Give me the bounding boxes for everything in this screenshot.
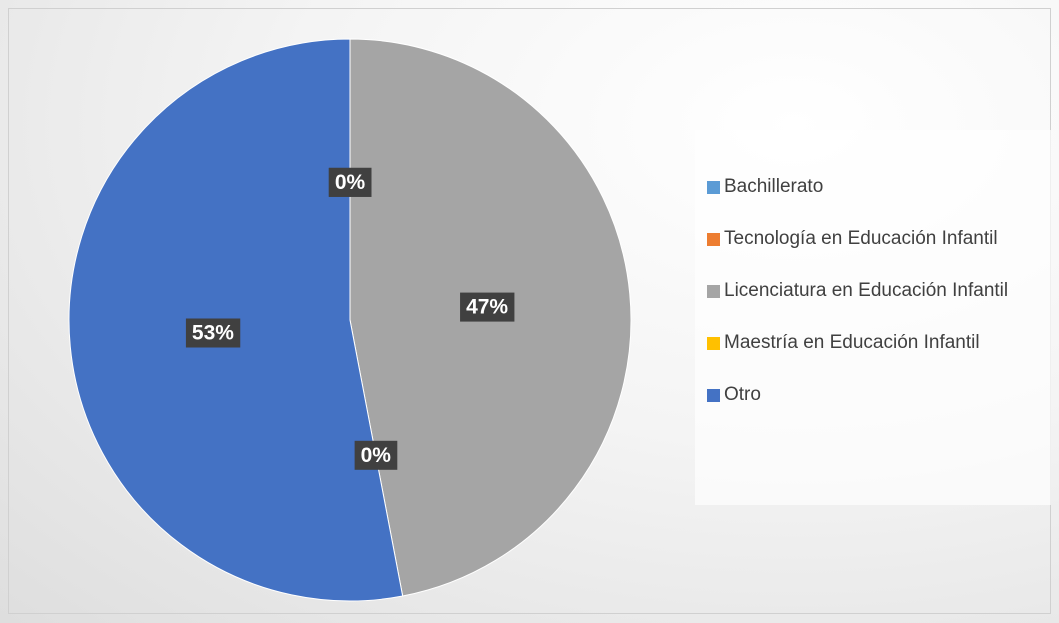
legend-item: Tecnología en Educación Infantil [707, 224, 1051, 254]
legend-item: Licenciatura en Educación Infantil [707, 276, 1051, 306]
legend-label: Otro [724, 384, 761, 405]
legend-swatch [707, 233, 720, 246]
legend-item: Maestría en Educación Infantil [707, 328, 1051, 358]
legend-swatch [707, 337, 720, 350]
legend: Bachillerato Tecnología en Educación Infa… [695, 130, 1051, 505]
data-label: 53% [192, 322, 234, 345]
legend-label: Tecnología en Educación Infantil [724, 228, 998, 249]
legend-swatch [707, 285, 720, 298]
data-label: 47% [466, 296, 508, 319]
data-label-box [328, 167, 372, 197]
legend-item: Otro [707, 380, 1051, 410]
legend-label: Bachillerato [724, 176, 824, 197]
data-label: 0% [361, 444, 392, 467]
legend-label: Licenciatura en Educación Infantil [724, 280, 1009, 301]
data-label: 0% [335, 171, 366, 194]
legend-swatch [707, 389, 720, 402]
data-label-box [185, 318, 241, 348]
legend-swatch [707, 181, 720, 194]
legend-item: Bachillerato [707, 172, 1051, 202]
data-label-box [460, 292, 515, 322]
legend-label: Maestría en Educación Infantil [724, 332, 980, 353]
data-label-box [354, 440, 398, 470]
